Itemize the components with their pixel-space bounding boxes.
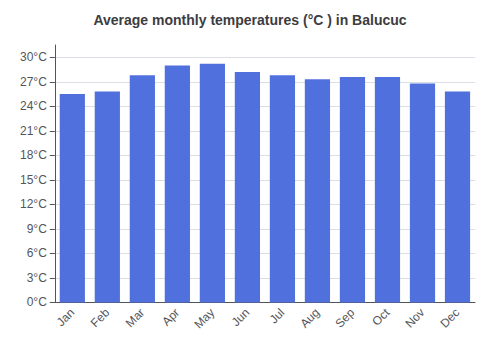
svg-text:Jun: Jun <box>229 306 253 330</box>
svg-text:30°C: 30°C <box>20 50 47 64</box>
svg-text:6°C: 6°C <box>27 246 47 260</box>
svg-text:May: May <box>191 306 217 332</box>
svg-text:18°C: 18°C <box>20 148 47 162</box>
svg-text:Aug: Aug <box>297 306 322 331</box>
svg-text:Oct: Oct <box>369 305 393 329</box>
svg-text:Nov: Nov <box>402 306 427 331</box>
svg-text:9°C: 9°C <box>27 222 47 236</box>
svg-text:Jul: Jul <box>267 306 288 327</box>
svg-text:Average monthly temperatures (: Average monthly temperatures (°C ) in Ba… <box>93 12 406 28</box>
svg-text:21°C: 21°C <box>20 124 47 138</box>
svg-text:Feb: Feb <box>88 305 113 330</box>
svg-text:12°C: 12°C <box>20 197 47 211</box>
svg-text:27°C: 27°C <box>20 75 47 89</box>
svg-text:Dec: Dec <box>437 306 462 331</box>
svg-text:24°C: 24°C <box>20 99 47 113</box>
svg-text:Jan: Jan <box>54 306 78 330</box>
svg-text:Sep: Sep <box>332 305 357 330</box>
svg-text:15°C: 15°C <box>20 173 47 187</box>
svg-text:3°C: 3°C <box>27 271 47 285</box>
svg-text:Apr: Apr <box>159 306 182 329</box>
svg-text:0°C: 0°C <box>27 295 47 309</box>
svg-text:Mar: Mar <box>123 306 148 330</box>
